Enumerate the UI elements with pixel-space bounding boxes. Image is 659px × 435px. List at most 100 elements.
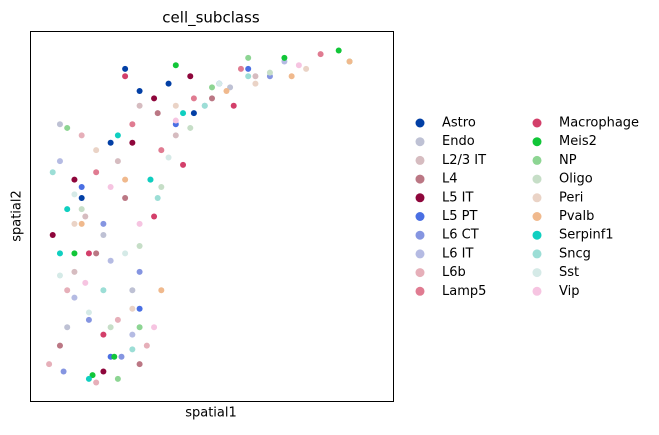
- legend-marker: [532, 155, 542, 165]
- legend-marker: [532, 286, 542, 296]
- point: [158, 147, 165, 154]
- point: [114, 375, 121, 382]
- legend-label: L4: [442, 172, 458, 187]
- point: [56, 158, 63, 165]
- point: [49, 169, 56, 176]
- point: [100, 231, 107, 238]
- legend-label: NP: [559, 153, 577, 168]
- point: [71, 250, 78, 257]
- point: [107, 257, 114, 264]
- point: [71, 294, 78, 301]
- point: [136, 88, 143, 95]
- legend-marker: [532, 174, 542, 184]
- point: [172, 117, 179, 124]
- point: [56, 342, 63, 349]
- point: [78, 132, 85, 139]
- legend-label: Sst: [559, 265, 579, 280]
- point: [154, 110, 161, 117]
- point: [100, 368, 107, 375]
- legend-label: Macrophage: [559, 116, 639, 131]
- legend-marker: [532, 193, 542, 203]
- point: [122, 73, 129, 80]
- legend-marker: [415, 286, 425, 296]
- point: [180, 161, 187, 168]
- legend-marker: [532, 137, 542, 147]
- point: [129, 331, 136, 338]
- legend-marker: [532, 230, 542, 240]
- point: [64, 287, 71, 294]
- point: [223, 88, 230, 95]
- point: [129, 287, 136, 294]
- point: [187, 124, 194, 131]
- point: [158, 287, 165, 294]
- point: [165, 154, 172, 161]
- legend-label: Serpinf1: [559, 228, 614, 243]
- legend-label: L2/3 IT: [442, 153, 486, 168]
- point: [136, 102, 143, 109]
- legend-label: Sncg: [559, 246, 591, 261]
- legend-label: L6 CT: [442, 228, 479, 243]
- legend-marker: [532, 118, 542, 128]
- legend-label: Oligo: [559, 172, 593, 187]
- legend-marker: [415, 230, 425, 240]
- point: [114, 158, 121, 165]
- point: [82, 279, 89, 286]
- point: [209, 95, 215, 102]
- point: [122, 250, 129, 257]
- y-axis-label: spatial2: [10, 190, 25, 242]
- point: [71, 220, 78, 227]
- point: [122, 176, 129, 183]
- point: [295, 62, 302, 69]
- point: [158, 183, 165, 190]
- point: [107, 183, 114, 190]
- legend-marker: [532, 249, 542, 259]
- chart-title: cell_subclass: [162, 9, 260, 28]
- point: [49, 231, 56, 238]
- point: [172, 132, 179, 139]
- point: [201, 102, 208, 109]
- point: [93, 147, 100, 154]
- point: [227, 84, 234, 91]
- point: [151, 213, 158, 220]
- legend-label: L6 IT: [442, 246, 473, 261]
- point: [64, 206, 71, 213]
- legend-marker: [415, 193, 425, 203]
- point: [154, 195, 161, 202]
- point: [288, 73, 295, 80]
- legend-label: Vip: [559, 284, 579, 299]
- point: [118, 353, 125, 360]
- point: [60, 368, 67, 375]
- legend-marker: [415, 137, 425, 147]
- point: [93, 169, 100, 176]
- legend-label: Lamp5: [442, 284, 486, 299]
- legend-label: L5 PT: [442, 209, 477, 224]
- point: [71, 268, 78, 275]
- legend-marker: [415, 212, 425, 221]
- point: [151, 95, 158, 102]
- x-axis-label: spatial1: [185, 406, 237, 421]
- legend-label: L6b: [442, 265, 466, 280]
- point: [78, 183, 85, 190]
- point: [122, 195, 129, 202]
- point: [165, 80, 172, 87]
- point: [245, 73, 252, 80]
- point: [56, 250, 63, 257]
- legend-label: Pvalb: [559, 209, 594, 224]
- point: [190, 110, 197, 117]
- point: [114, 316, 121, 323]
- point: [151, 324, 158, 331]
- point: [56, 121, 63, 128]
- point: [56, 272, 63, 279]
- legend-marker: [532, 268, 542, 278]
- point: [317, 51, 324, 58]
- point: [85, 309, 92, 316]
- point: [82, 213, 89, 220]
- point: [136, 243, 143, 250]
- point: [100, 287, 107, 294]
- point: [252, 73, 259, 80]
- point: [85, 375, 92, 382]
- point: [136, 220, 143, 227]
- legend-marker: [415, 118, 425, 128]
- plot-frame: [30, 31, 394, 402]
- point: [85, 316, 92, 323]
